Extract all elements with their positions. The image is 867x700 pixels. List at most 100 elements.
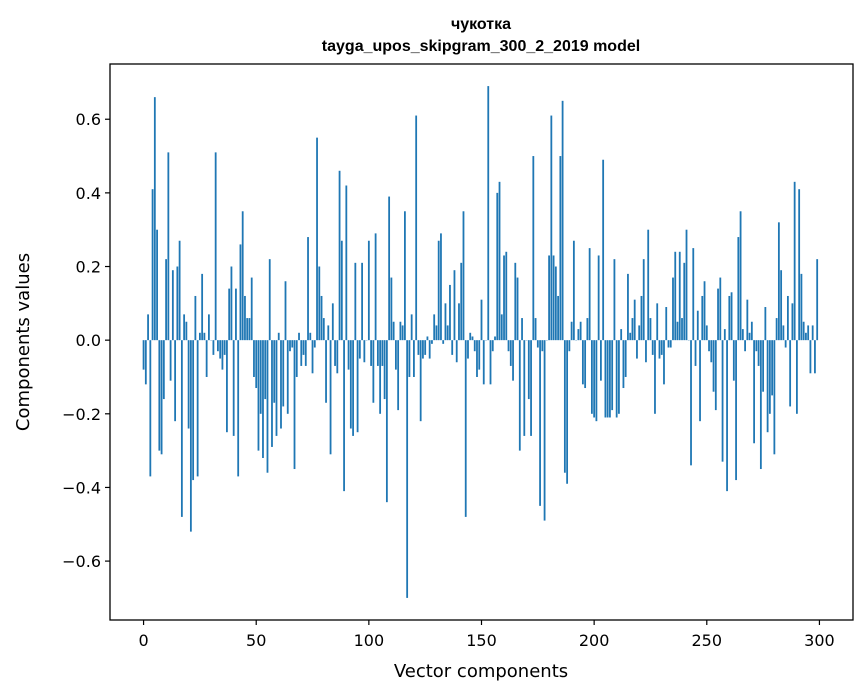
bar-168 — [521, 318, 523, 340]
bar-58 — [273, 340, 275, 403]
bar-269 — [749, 333, 751, 340]
bar-127 — [429, 340, 431, 358]
bar-208 — [611, 340, 613, 410]
bar-37 — [226, 340, 228, 432]
bar-251 — [708, 340, 710, 351]
bar-86 — [336, 340, 338, 373]
bar-138 — [454, 270, 456, 340]
bar-294 — [805, 333, 807, 340]
y-tick-label: 0.2 — [76, 258, 101, 277]
bar-272 — [755, 340, 757, 351]
y-tick-label: 0.4 — [76, 184, 101, 203]
bar-222 — [643, 259, 645, 340]
bar-92 — [350, 340, 352, 428]
bar-142 — [463, 211, 465, 340]
bar-232 — [665, 307, 667, 340]
bar-210 — [616, 340, 618, 417]
bar-226 — [652, 340, 654, 355]
bar-187 — [564, 340, 566, 473]
bar-20 — [188, 340, 190, 428]
bar-193 — [577, 329, 579, 340]
bar-75 — [312, 340, 314, 373]
bar-29 — [208, 314, 210, 340]
bar-117 — [406, 340, 408, 598]
bar-93 — [352, 340, 354, 436]
bar-122 — [418, 340, 420, 355]
bar-96 — [359, 340, 361, 358]
bar-24 — [197, 340, 199, 476]
bar-181 — [550, 116, 552, 341]
bar-50 — [255, 340, 257, 388]
bar-190 — [571, 322, 573, 340]
bar-239 — [681, 318, 683, 340]
bar-26 — [201, 274, 203, 340]
bar-199 — [591, 340, 593, 414]
bar-85 — [334, 340, 336, 366]
bar-243 — [690, 340, 692, 465]
bar-22 — [192, 340, 194, 480]
bar-178 — [544, 340, 546, 520]
bar-148 — [476, 340, 478, 377]
bar-9 — [163, 340, 165, 399]
bar-33 — [217, 340, 219, 351]
bar-82 — [327, 325, 329, 340]
bar-160 — [503, 255, 505, 340]
bar-55 — [267, 340, 269, 473]
x-tick-label: 0 — [138, 631, 148, 650]
bar-223 — [645, 340, 647, 362]
bar-135 — [447, 325, 449, 340]
bar-261 — [731, 292, 733, 340]
bar-274 — [760, 340, 762, 469]
bar-95 — [357, 340, 359, 432]
bar-219 — [636, 340, 638, 358]
y-axis-label: Components values — [13, 253, 34, 431]
bar-275 — [762, 340, 764, 392]
bar-13 — [172, 270, 174, 340]
bar-249 — [704, 281, 706, 340]
bar-231 — [663, 340, 665, 384]
bar-145 — [469, 333, 471, 340]
bar-296 — [810, 340, 812, 373]
bar-186 — [562, 101, 564, 340]
bar-262 — [733, 340, 735, 381]
bar-183 — [555, 267, 557, 341]
bar-252 — [710, 340, 712, 362]
y-tick-label: −0.2 — [62, 405, 101, 424]
bar-279 — [771, 340, 773, 395]
bar-286 — [787, 296, 789, 340]
bar-28 — [206, 340, 208, 377]
bar-106 — [381, 340, 383, 366]
bar-266 — [742, 329, 744, 340]
bar-167 — [519, 340, 521, 450]
plot-frame — [110, 64, 853, 620]
bar-260 — [728, 296, 730, 340]
bar-172 — [530, 340, 532, 436]
bar-119 — [411, 314, 413, 340]
bar-88 — [341, 241, 343, 340]
bar-203 — [600, 340, 602, 381]
bar-271 — [753, 340, 755, 443]
x-tick-label: 200 — [579, 631, 610, 650]
bar-292 — [801, 274, 803, 340]
bar-65 — [289, 340, 291, 351]
bar-144 — [467, 340, 469, 358]
bar-66 — [291, 340, 293, 347]
bar-57 — [271, 340, 273, 447]
bar-174 — [535, 318, 537, 340]
bar-213 — [623, 340, 625, 388]
bar-125 — [424, 340, 426, 355]
bar-90 — [345, 186, 347, 341]
bar-169 — [523, 340, 525, 436]
x-tick-label: 100 — [354, 631, 385, 650]
bar-276 — [764, 307, 766, 340]
bar-273 — [758, 340, 760, 366]
bar-177 — [541, 340, 543, 351]
bar-94 — [354, 263, 356, 340]
bar-67 — [294, 340, 296, 469]
bar-132 — [440, 233, 442, 340]
bar-246 — [697, 311, 699, 340]
bar-216 — [629, 333, 631, 340]
bar-298 — [814, 340, 816, 373]
y-axis: −0.6−0.4−0.20.00.20.40.6 — [62, 110, 110, 571]
